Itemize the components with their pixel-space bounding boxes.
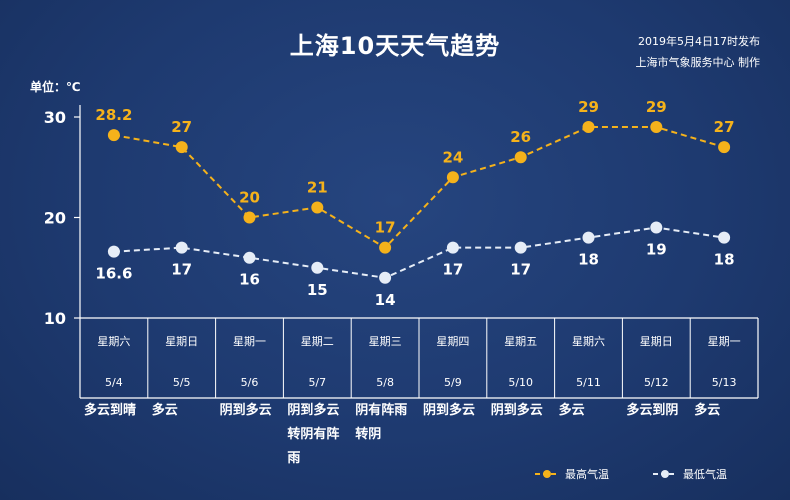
weekday-label: 星期六	[97, 335, 130, 348]
weather-description: 阴有阵雨	[355, 402, 407, 418]
series-high: 28.2 27 20 21 17 24 26 29 29 27	[95, 98, 735, 254]
weekday-label: 星期日	[640, 335, 673, 348]
weekday-label: 星期四	[436, 335, 469, 348]
weather-description: 阴到多云	[491, 402, 543, 418]
legend-marker	[661, 470, 669, 478]
high-temp-point	[514, 151, 527, 164]
high-temp-label: 27	[714, 118, 735, 136]
series-low: 16.6 17 16 15 14 17 17 18 19 18	[95, 221, 735, 309]
weather-description: 多云	[694, 402, 720, 418]
low-temp-point	[107, 245, 120, 258]
high-temp-point	[582, 121, 595, 134]
series-layer: 28.2 27 20 21 17 24 26 29 29 27 16.6 17 16 15 14 17 17 18…	[95, 98, 734, 309]
weather-description: 转阴	[355, 426, 381, 442]
y-tick-label: 20	[44, 209, 66, 228]
low-temp-point	[175, 241, 188, 254]
weather-description: 转阴有阵	[287, 426, 339, 442]
chart-title: 上海10天天气趋势	[289, 32, 501, 60]
low-temp-point	[311, 261, 324, 274]
high-temp-point	[650, 121, 663, 134]
weekday-label: 星期三	[369, 335, 402, 348]
date-label: 5/6	[241, 376, 259, 389]
low-temp-label: 17	[442, 261, 463, 279]
weekday-label: 星期一	[233, 335, 266, 348]
weekday-label: 星期六	[572, 335, 605, 348]
weather-description: 多云	[152, 402, 178, 418]
low-temp-point	[243, 251, 256, 264]
date-label: 5/12	[644, 376, 669, 389]
weather-description: 多云到晴	[84, 402, 136, 418]
low-temp-label: 17	[171, 261, 192, 279]
legend-item-low: 最低气温	[653, 467, 727, 481]
legend: 最高气温 最低气温	[535, 467, 727, 481]
weekday-label: 星期五	[504, 335, 537, 348]
weather-description: 多云到阴	[626, 402, 678, 418]
high-temp-point	[107, 129, 120, 142]
weather-description: 阴到多云	[287, 402, 339, 418]
low-temp-line	[113, 226, 725, 279]
y-tick-label: 30	[44, 108, 66, 127]
high-temp-label: 17	[375, 219, 396, 237]
low-temp-label: 17	[510, 261, 531, 279]
publish-time: 2019年5月4日17时发布	[638, 35, 760, 48]
y-tick-label: 10	[44, 309, 66, 328]
high-temp-point	[243, 211, 256, 224]
date-label: 5/5	[173, 376, 191, 389]
low-temp-label: 15	[307, 281, 328, 299]
low-temp-label: 18	[714, 251, 735, 269]
publisher: 上海市气象服务中心 制作	[635, 56, 761, 69]
date-label: 5/10	[508, 376, 533, 389]
low-temp-label: 16.6	[95, 265, 132, 283]
date-label: 5/7	[308, 376, 326, 389]
high-temp-line	[113, 126, 725, 249]
high-temp-label: 24	[442, 148, 463, 166]
legend-marker	[543, 470, 551, 478]
weekday-label: 星期日	[165, 335, 198, 348]
weather-description: 阴到多云	[220, 402, 272, 418]
legend-label: 最低气温	[683, 467, 727, 481]
high-temp-point	[446, 171, 459, 184]
high-temp-point	[379, 241, 392, 254]
unit-label: 单位：℃	[30, 80, 81, 94]
date-label: 5/4	[105, 376, 123, 389]
low-temp-label: 14	[375, 291, 396, 309]
high-temp-label: 26	[510, 128, 531, 146]
high-temp-label: 27	[171, 118, 192, 136]
date-label: 5/9	[444, 376, 462, 389]
low-temp-point	[514, 241, 527, 254]
date-label: 5/13	[712, 376, 737, 389]
low-temp-point	[379, 271, 392, 284]
date-label: 5/8	[376, 376, 394, 389]
low-temp-label: 16	[239, 271, 260, 289]
legend-item-high: 最高气温	[535, 467, 609, 481]
weather-description: 阴到多云	[423, 402, 475, 418]
day-cells: 星期六5/4多云到晴星期日5/5多云星期一5/6阴到多云星期二5/7阴到多云转阴…	[84, 318, 741, 466]
high-temp-label: 20	[239, 189, 260, 207]
high-temp-label: 29	[578, 98, 599, 116]
low-temp-point	[582, 231, 595, 244]
axes: 10 20 30	[44, 105, 759, 399]
high-temp-label: 28.2	[95, 106, 132, 124]
low-temp-point	[650, 221, 663, 234]
low-temp-point	[446, 241, 459, 254]
low-temp-label: 18	[578, 251, 599, 269]
date-label: 5/11	[576, 376, 601, 389]
low-temp-point	[718, 231, 731, 244]
high-temp-point	[175, 141, 188, 154]
weekday-label: 星期一	[708, 335, 741, 348]
high-temp-label: 21	[307, 178, 328, 196]
high-temp-point	[718, 141, 731, 154]
high-temp-label: 29	[646, 98, 667, 116]
low-temp-label: 19	[646, 241, 667, 259]
high-temp-point	[311, 201, 324, 214]
weather-description: 多云	[559, 402, 585, 418]
weather-description: 雨	[287, 451, 300, 466]
legend-label: 最高气温	[565, 467, 609, 481]
weekday-label: 星期二	[301, 335, 334, 348]
